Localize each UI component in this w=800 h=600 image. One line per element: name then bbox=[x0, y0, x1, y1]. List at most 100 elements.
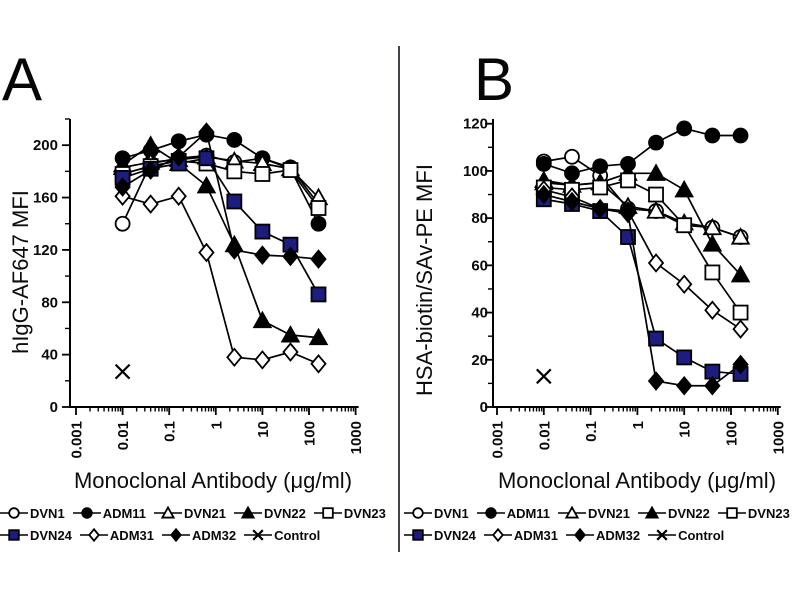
legend-label: DVN22 bbox=[667, 505, 710, 521]
panel-a-label: A bbox=[2, 46, 42, 113]
series-Control bbox=[114, 363, 131, 380]
legend-item-DVN23: DVN23 bbox=[717, 505, 790, 521]
legend-marker-Control-icon bbox=[648, 529, 677, 541]
legend-marker-DVN1-icon bbox=[404, 507, 432, 519]
legend-label: DVN24 bbox=[30, 527, 72, 543]
legend-item-DVN24: DVN24 bbox=[0, 527, 72, 543]
legend-item-ADM32: ADM32 bbox=[566, 527, 640, 543]
legend-row: DVN1 ADM11 DVN21 DVN22 DVN23 bbox=[0, 502, 398, 524]
legend-marker-DVN22-icon bbox=[637, 505, 666, 519]
legend-item-ADM32: ADM32 bbox=[162, 527, 236, 543]
x-tick-label: 1000 bbox=[348, 421, 365, 454]
legend-item-Control: Control bbox=[648, 527, 724, 543]
y-tick-label: 0 bbox=[480, 399, 488, 416]
tick-labels: 0.001 0.01 0.1 1 10 100 1000 0 40 80 120 160 200 bbox=[33, 137, 365, 458]
legend-marker-DVN24-icon bbox=[404, 529, 432, 541]
legend-label: ADM11 bbox=[102, 505, 147, 521]
legend-label: DVN22 bbox=[263, 505, 306, 521]
legend-marker-DVN21-icon bbox=[558, 505, 587, 519]
chart-b: 0.001 0.01 0.1 1 10 100 1000 0 20 40 60 80 100 120 bbox=[463, 116, 787, 459]
legend-label: DVN1 bbox=[30, 505, 65, 521]
x-tick-label: 1 bbox=[630, 421, 647, 429]
legend-marker-Control-icon bbox=[244, 529, 273, 541]
legend-row: DVN24 ADM31 ADM32 Control bbox=[0, 524, 398, 546]
legend-label: Control bbox=[274, 527, 321, 543]
y-tick-label: 80 bbox=[41, 294, 58, 311]
legend-marker-DVN1-icon bbox=[0, 507, 28, 519]
legend-label: DVN23 bbox=[747, 505, 790, 521]
legend-marker-ADM32-icon bbox=[566, 527, 594, 543]
legend-marker-DVN24-icon bbox=[0, 529, 28, 541]
legend-label: ADM31 bbox=[109, 527, 154, 543]
legend-item-DVN23: DVN23 bbox=[313, 505, 386, 521]
panel-b-label: B bbox=[474, 46, 514, 113]
x-tick-label: 1 bbox=[208, 421, 225, 429]
legend-marker-DVN22-icon bbox=[233, 505, 262, 519]
y-tick-label: 120 bbox=[33, 242, 58, 259]
legend-marker-DVN23-icon bbox=[313, 507, 342, 519]
legend-item-ADM31: ADM31 bbox=[79, 527, 154, 543]
x-tick-label: 0.01 bbox=[536, 421, 553, 450]
legend-item-DVN24: DVN24 bbox=[404, 527, 476, 543]
legend-item-ADM11: ADM11 bbox=[72, 505, 147, 521]
legend-marker-ADM32-icon bbox=[162, 527, 190, 543]
panel-a-y-axis-title: hIgG-AF647 MFI bbox=[8, 190, 33, 354]
panel-a-legend: DVN1 ADM11 DVN21 DVN22 DVN23 DVN24 ADM31 ADM32 C… bbox=[0, 502, 398, 546]
y-tick-label: 100 bbox=[463, 163, 488, 180]
legend-item-Control: Control bbox=[244, 527, 320, 543]
y-tick-label: 120 bbox=[463, 116, 488, 133]
series-ADM32 bbox=[535, 184, 749, 396]
legend-label: DVN1 bbox=[434, 505, 469, 521]
legend-row: DVN1 ADM11 DVN21 DVN22 DVN23 bbox=[404, 502, 800, 524]
y-tick-label: 80 bbox=[471, 210, 488, 227]
legend-label: Control bbox=[678, 527, 725, 543]
legend-item-DVN22: DVN22 bbox=[637, 505, 710, 521]
y-tick-label: 60 bbox=[471, 257, 488, 274]
y-tick-label: 40 bbox=[471, 305, 488, 322]
legend-marker-ADM31-icon bbox=[79, 527, 108, 543]
chart-a: 0.001 0.01 0.1 1 10 100 1000 0 40 80 120 160 200 bbox=[33, 118, 365, 459]
panel-b-x-axis-title: Monoclonal Antibody (μg/ml) bbox=[497, 468, 777, 493]
x-tick-label: 0.001 bbox=[69, 421, 86, 459]
x-tick-label: 10 bbox=[255, 421, 272, 438]
legend-item-DVN1: DVN1 bbox=[0, 505, 65, 521]
panel-a: 0.001 0.01 0.1 1 10 100 1000 0 40 80 120 160 200 A h… bbox=[0, 46, 398, 546]
legend-label: DVN23 bbox=[343, 505, 386, 521]
legend-marker-ADM11-icon bbox=[72, 507, 101, 519]
ticks bbox=[485, 122, 779, 415]
series-Control bbox=[536, 368, 552, 385]
x-tick-label: 0.1 bbox=[162, 421, 179, 442]
y-tick-label: 160 bbox=[33, 190, 58, 207]
legend-marker-ADM11-icon bbox=[476, 507, 505, 519]
y-tick-label: 0 bbox=[50, 399, 58, 416]
y-tick-label: 40 bbox=[41, 347, 58, 364]
series-ADM32 bbox=[114, 122, 327, 269]
tick-labels: 0.001 0.01 0.1 1 10 100 1000 0 20 40 60 80 100 120 bbox=[463, 116, 787, 459]
legend-item-DVN21: DVN21 bbox=[154, 505, 226, 521]
legend-marker-DVN21-icon bbox=[154, 505, 183, 519]
legend-label: ADM11 bbox=[506, 505, 551, 521]
y-tick-label: 20 bbox=[471, 352, 488, 369]
legend-row: DVN24 ADM31 ADM32 Control bbox=[404, 524, 800, 546]
legend-marker-DVN23-icon bbox=[717, 507, 746, 519]
panel-a-x-axis-title: Monoclonal Antibody (μg/ml) bbox=[73, 468, 353, 493]
ticks bbox=[62, 118, 357, 415]
x-tick-label: 0.1 bbox=[583, 421, 600, 442]
x-tick-label: 100 bbox=[302, 421, 319, 446]
panel-b: 0.001 0.01 0.1 1 10 100 1000 0 20 40 60 80 100 120 B … bbox=[400, 0, 800, 600]
legend-item-DVN22: DVN22 bbox=[233, 505, 306, 521]
panel-b-legend: DVN1 ADM11 DVN21 DVN22 DVN23 DVN24 ADM31 ADM32 C… bbox=[404, 502, 800, 546]
legend-marker-ADM31-icon bbox=[483, 527, 512, 543]
x-tick-label: 0.01 bbox=[115, 421, 132, 450]
legend-item-ADM11: ADM11 bbox=[476, 505, 551, 521]
legend-item-DVN1: DVN1 bbox=[404, 505, 469, 521]
panel-b-y-axis-title: HSA-biotin/SAv-PE MFI bbox=[412, 164, 437, 396]
legend-item-DVN21: DVN21 bbox=[558, 505, 630, 521]
legend-label: DVN21 bbox=[184, 505, 226, 521]
legend-label: DVN24 bbox=[434, 527, 476, 543]
legend-label: DVN21 bbox=[588, 505, 630, 521]
DVN24-line bbox=[122, 157, 320, 295]
y-tick-label: 200 bbox=[33, 137, 58, 154]
x-tick-label: 10 bbox=[677, 421, 694, 438]
